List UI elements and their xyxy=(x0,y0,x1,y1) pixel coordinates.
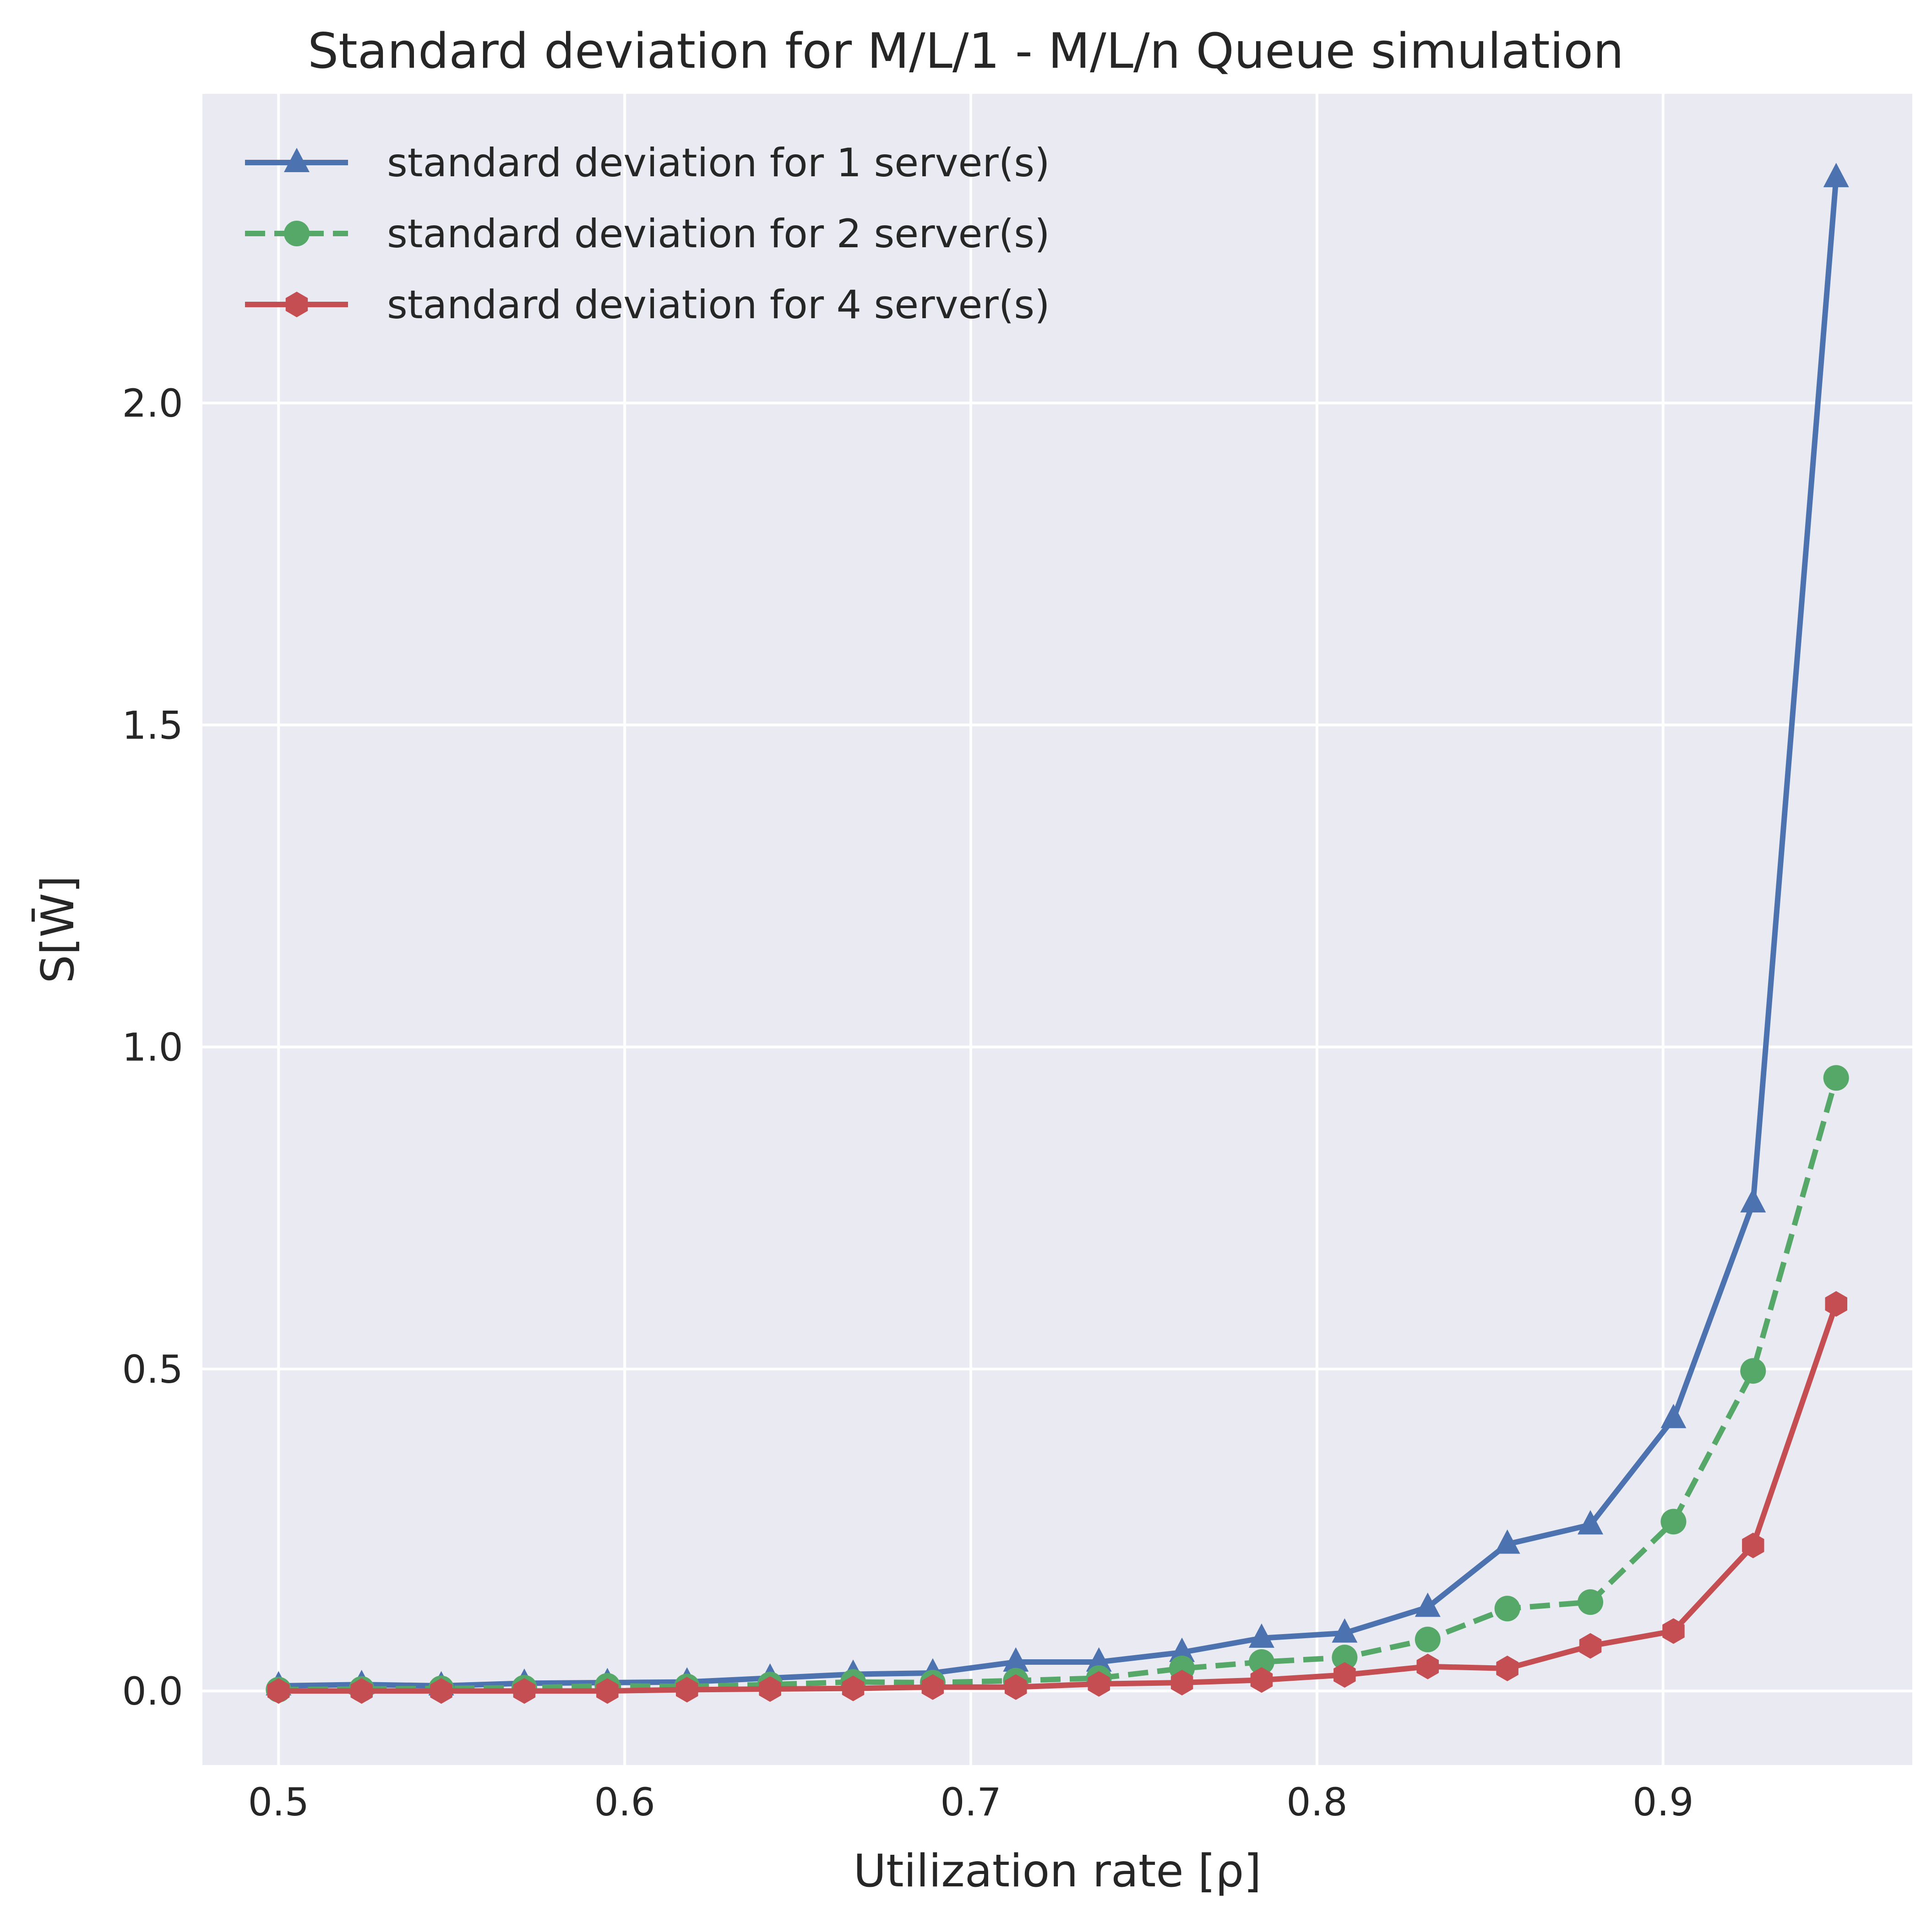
series-line xyxy=(278,1303,1839,1694)
data-point xyxy=(1003,1647,1029,1672)
legend-label: standard deviation for 1 server(s) xyxy=(387,140,1050,186)
data-point xyxy=(1825,1291,1847,1317)
y-tick-label: 1.0 xyxy=(122,1025,183,1070)
y-tick-label: 0.0 xyxy=(122,1669,183,1714)
data-point xyxy=(1416,1653,1439,1679)
data-point xyxy=(1740,1358,1766,1384)
x-axis-label: Utilization rate [ρ] xyxy=(853,1845,1261,1897)
series-line xyxy=(278,1077,1839,1693)
data-point xyxy=(1660,1509,1687,1535)
data-point xyxy=(1662,1618,1685,1644)
data-point xyxy=(1823,1065,1849,1091)
y-axis-label: S[W̄] xyxy=(31,875,84,983)
legend-label: standard deviation for 4 server(s) xyxy=(387,282,1050,328)
data-point xyxy=(1742,1532,1764,1559)
data-point xyxy=(1579,1633,1602,1659)
data-point xyxy=(1005,1674,1027,1700)
legend-label: standard deviation for 2 server(s) xyxy=(387,211,1050,257)
chart-title: Standard deviation for M/L/1 - M/L/n Que… xyxy=(308,23,1624,79)
x-tick-labels: 0.5 0.6 0.7 0.8 0.9 xyxy=(248,1780,1693,1825)
y-tick-label: 2.0 xyxy=(122,381,183,426)
data-point xyxy=(1086,1647,1112,1672)
data-point xyxy=(267,1678,290,1704)
data-point xyxy=(1332,1645,1358,1671)
x-tick-label: 0.9 xyxy=(1633,1780,1694,1825)
data-point xyxy=(1496,1656,1518,1681)
legend-marker xyxy=(284,147,310,172)
data-point xyxy=(1578,1589,1604,1615)
data-point xyxy=(1494,1529,1520,1554)
data-point xyxy=(1660,1404,1687,1429)
data-point xyxy=(1248,1623,1274,1648)
legend: standard deviation for 1 server(s) standa… xyxy=(245,140,1050,328)
x-tick-label: 0.6 xyxy=(594,1780,655,1825)
data-point xyxy=(1740,1188,1766,1213)
data-point xyxy=(1415,1626,1441,1652)
data-point xyxy=(1170,1670,1193,1695)
x-tick-label: 0.8 xyxy=(1286,1780,1348,1825)
data-point xyxy=(1578,1510,1604,1535)
data-point xyxy=(1248,1649,1274,1675)
data-point xyxy=(513,1678,536,1704)
data-point xyxy=(430,1678,452,1704)
data-point xyxy=(1494,1596,1520,1622)
data-point xyxy=(842,1675,865,1701)
data-point xyxy=(1169,1637,1195,1662)
data-point xyxy=(1333,1662,1356,1688)
x-tick-label: 0.7 xyxy=(940,1780,1001,1825)
y-tick-label: 0.5 xyxy=(122,1347,183,1392)
legend-marker xyxy=(284,221,310,246)
data-point xyxy=(921,1674,944,1700)
y-tick-label: 1.5 xyxy=(122,703,183,748)
series-group xyxy=(266,163,1849,1704)
plot-area xyxy=(202,94,1912,1765)
series-3 xyxy=(267,1291,1847,1704)
data-point xyxy=(1250,1667,1273,1693)
data-point xyxy=(676,1677,698,1703)
legend-marker xyxy=(285,292,308,317)
data-point xyxy=(596,1678,619,1704)
y-tick-labels: 0.0 0.5 1.0 1.5 2.0 xyxy=(122,381,183,1714)
data-point xyxy=(1332,1618,1358,1643)
data-point xyxy=(1823,163,1849,187)
x-tick-label: 0.5 xyxy=(248,1780,309,1825)
data-point xyxy=(1088,1671,1110,1697)
data-point xyxy=(759,1676,781,1702)
data-point xyxy=(1415,1592,1441,1617)
data-point xyxy=(350,1678,373,1704)
series-line xyxy=(278,177,1839,1689)
